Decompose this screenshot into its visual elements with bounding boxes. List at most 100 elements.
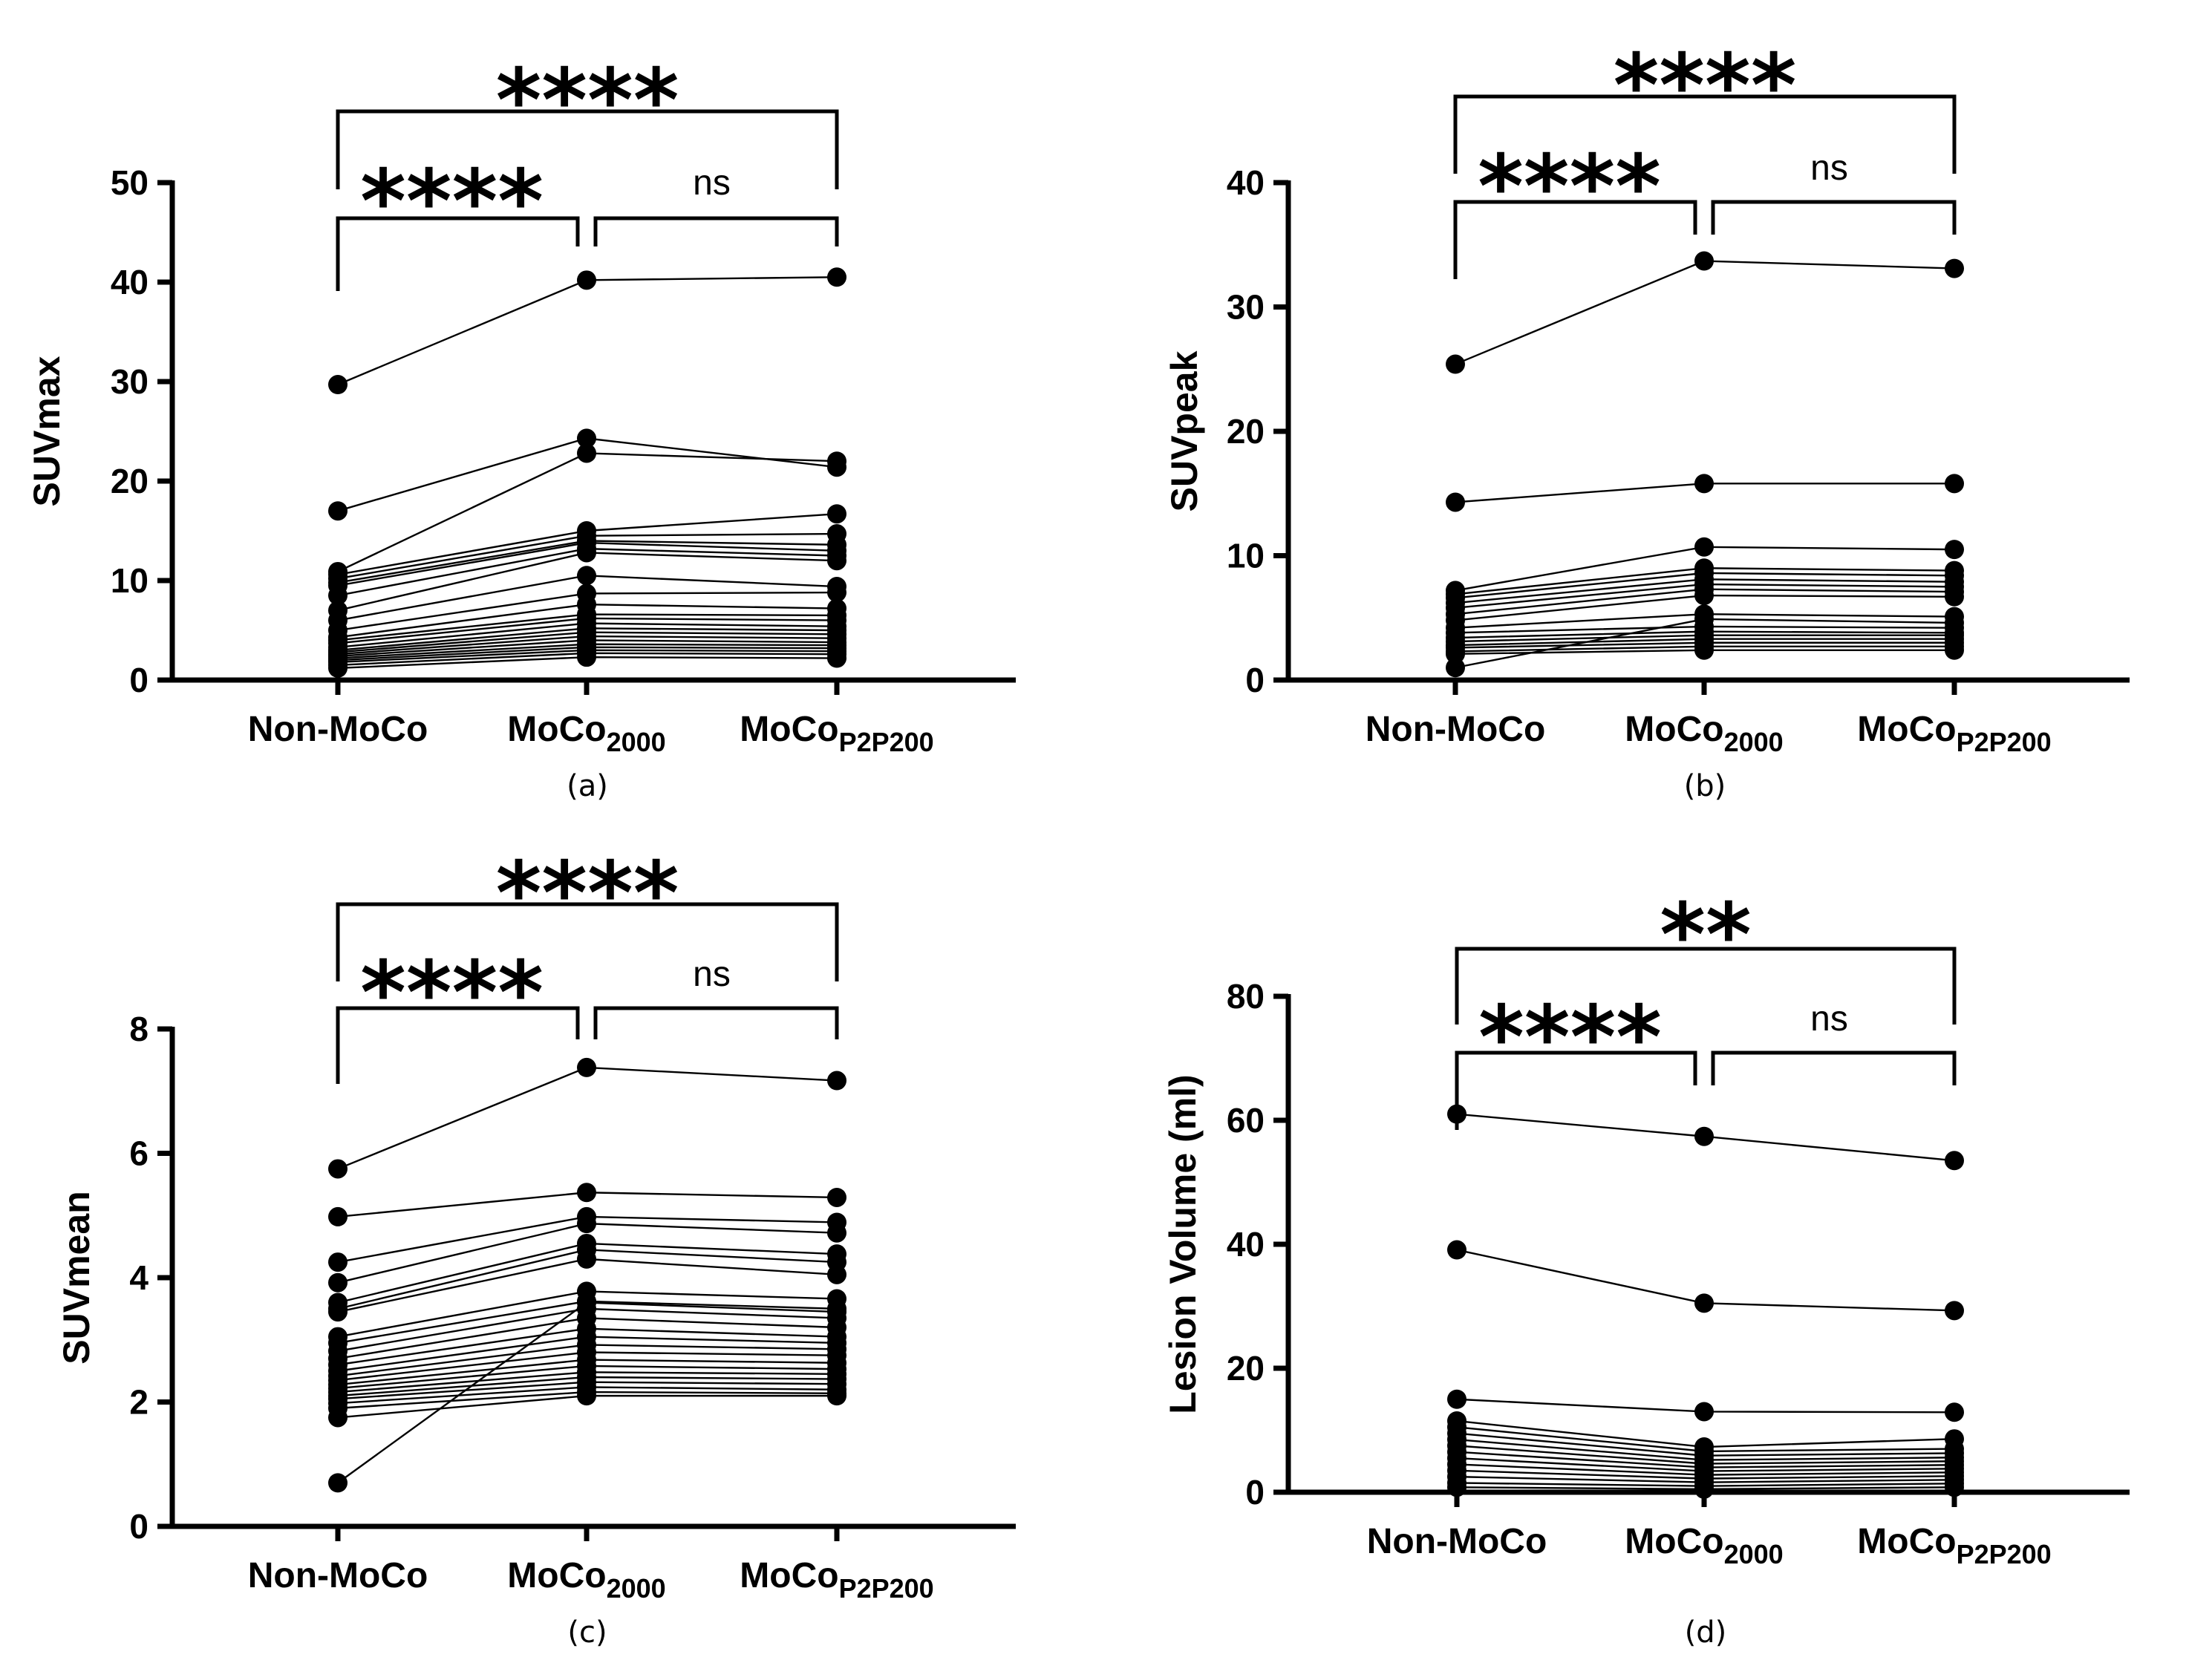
data-point	[1694, 1126, 1714, 1146]
sig-label-left: ****	[1478, 135, 1661, 238]
y-tick-label: 0	[129, 661, 149, 699]
data-point	[1447, 1389, 1466, 1409]
y-tick-label: 30	[111, 362, 149, 401]
data-series-group	[328, 267, 846, 678]
data-point	[328, 1408, 348, 1428]
y-tick-label: 20	[1227, 1349, 1265, 1388]
data-point	[328, 501, 348, 521]
data-point	[1447, 1104, 1466, 1124]
y-tick-label: 2	[129, 1383, 149, 1422]
data-point	[577, 428, 596, 448]
data-point	[328, 1272, 348, 1293]
data-point	[577, 647, 596, 667]
sig-bracket-left	[1453, 200, 1697, 279]
data-point	[1447, 1477, 1466, 1497]
sig-bracket-outer	[1455, 947, 1957, 1025]
data-series-group	[328, 1057, 846, 1493]
data-point	[1694, 251, 1714, 271]
panel-caption: (b)	[1684, 769, 1726, 803]
x-tick-label: MoCoP2P200	[1857, 710, 2051, 757]
data-point	[827, 1264, 846, 1284]
sig-bracket-left	[336, 1006, 580, 1084]
data-point	[328, 1206, 348, 1226]
data-point	[827, 1187, 846, 1207]
data-point	[827, 504, 846, 524]
y-tick-label: 80	[1227, 977, 1265, 1016]
data-point	[827, 1223, 846, 1243]
data-point	[1945, 1151, 1964, 1171]
y-tick-label: 4	[129, 1258, 149, 1297]
data-point	[577, 270, 596, 290]
data-point	[577, 1249, 596, 1269]
sig-label-outer: ****	[496, 49, 679, 151]
sig-bracket-right	[593, 1006, 839, 1039]
y-tick-label: 0	[1245, 1473, 1265, 1512]
data-point	[1945, 612, 1964, 633]
y-axis-title: SUVmax	[26, 356, 68, 506]
chart-panel-c: 0 2 4 6 8 Non-MoCo MoCo2000 MoCoP2P200 SUVmean (c…	[56, 842, 1016, 1650]
y-tick-label: 20	[1227, 412, 1265, 451]
data-point	[328, 1302, 348, 1322]
panel-caption: (d)	[1685, 1615, 1727, 1650]
y-tick-label: 10	[111, 561, 149, 600]
data-point	[1694, 586, 1714, 606]
panel-caption: (a)	[567, 769, 608, 803]
data-point	[1694, 474, 1714, 494]
sig-label-right: ns	[693, 955, 731, 994]
data-point	[577, 1214, 596, 1234]
chart-panel-a: 0 10 20 30 40 50 Non-MoCo MoCo2000 MoCoP2P200 SUV…	[26, 49, 1016, 803]
data-point	[1446, 658, 1465, 678]
data-point	[328, 658, 348, 678]
sig-label-outer: ****	[496, 842, 679, 944]
data-point	[827, 648, 846, 668]
x-tick-label: MoCoP2P200	[740, 1556, 933, 1604]
sig-bracket-outer	[336, 902, 839, 981]
data-point	[577, 1183, 596, 1203]
y-tick-label: 60	[1227, 1101, 1265, 1140]
sig-bracket-right	[1711, 1050, 1957, 1085]
y-tick-label: 40	[1227, 1225, 1265, 1264]
y-axis-title: SUVmean	[56, 1191, 97, 1364]
data-point	[577, 1293, 596, 1313]
data-point	[1694, 1293, 1714, 1313]
data-point	[1694, 1479, 1714, 1499]
x-tick-label: MoCo2000	[507, 710, 665, 757]
data-series-group	[1447, 1104, 1964, 1499]
data-point	[328, 1159, 348, 1179]
sig-bracket-outer	[1453, 94, 1957, 174]
sig-bracket-outer	[336, 109, 839, 189]
x-tick-label: MoCoP2P200	[740, 710, 933, 757]
series-line	[1455, 260, 1955, 365]
data-point	[1694, 1402, 1714, 1422]
sig-label-right: ns	[1810, 999, 1848, 1039]
data-point	[1446, 492, 1465, 512]
data-point	[328, 1252, 348, 1272]
x-tick-label: Non-MoCo	[248, 710, 428, 749]
data-point	[827, 451, 846, 471]
y-tick-label: 10	[1227, 537, 1265, 575]
data-point	[577, 443, 596, 463]
data-point	[1945, 258, 1964, 278]
sig-label-left: ****	[360, 150, 544, 252]
sig-label-outer: ****	[1614, 34, 1797, 137]
y-tick-label: 30	[1227, 288, 1265, 327]
sig-bracket-right	[593, 216, 839, 246]
x-tick-label: MoCo2000	[1625, 1522, 1783, 1569]
data-point	[577, 543, 596, 563]
data-point	[577, 1386, 596, 1406]
y-tick-label: 8	[129, 1010, 149, 1048]
data-point	[1945, 540, 1964, 560]
data-point	[577, 1057, 596, 1077]
y-tick-label: 0	[1245, 661, 1265, 699]
data-point	[1694, 640, 1714, 660]
y-tick-label: 40	[1227, 163, 1265, 202]
sig-label-right: ns	[1810, 148, 1848, 188]
data-point	[1446, 354, 1465, 374]
y-tick-label: 0	[129, 1507, 149, 1546]
data-point	[1694, 609, 1714, 629]
y-tick-label: 50	[111, 163, 149, 202]
x-tick-label: Non-MoCo	[1366, 710, 1546, 749]
sig-bracket-left	[336, 216, 580, 291]
sig-label-right: ns	[693, 163, 731, 203]
data-point	[827, 551, 846, 571]
